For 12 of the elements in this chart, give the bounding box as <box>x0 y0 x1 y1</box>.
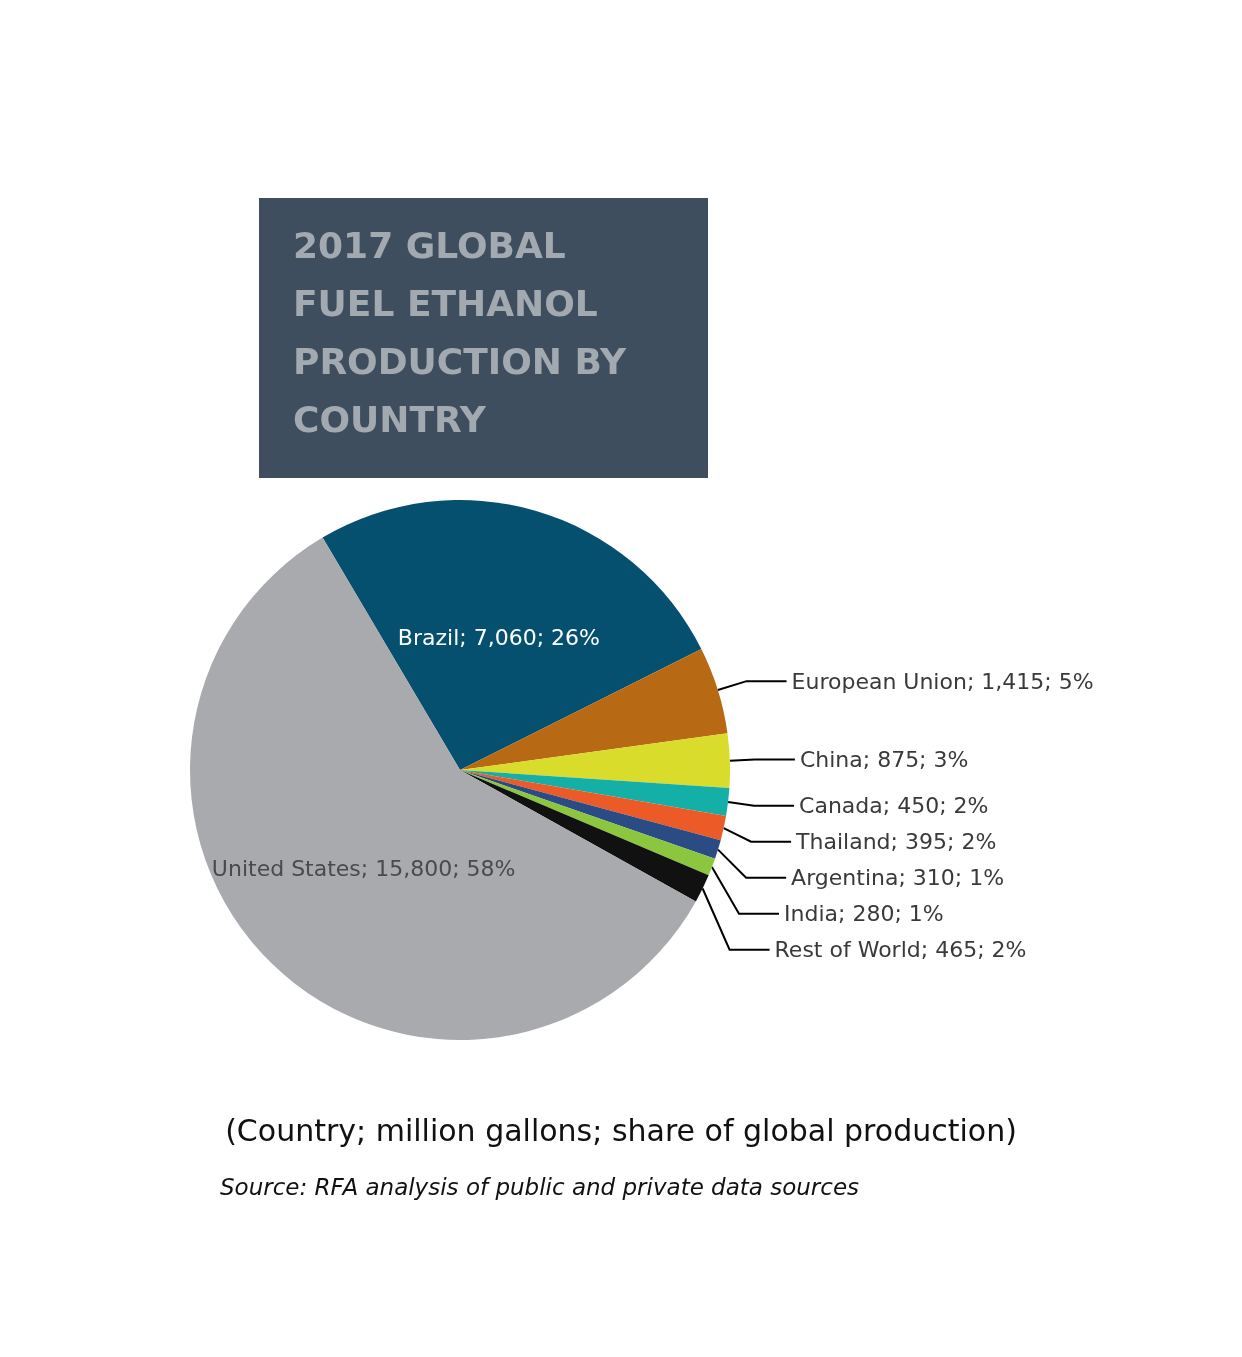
source-note: Source: RFA analysis of public and private data sources <box>220 1173 860 1200</box>
slice-label: Thailand; 395; 2% <box>795 829 997 855</box>
slice-label: Argentina; 310; 1% <box>791 865 1005 891</box>
slice-label: India; 280; 1% <box>784 901 944 927</box>
slice-label: Rest of World; 465; 2% <box>774 937 1027 963</box>
slice-label: European Union; 1,415; 5% <box>791 668 1094 694</box>
slice-label: China; 875; 3% <box>799 747 969 773</box>
text: (Country; million gallons; share of global production) <box>225 1112 1017 1148</box>
slice-label: Canada; 450; 2% <box>799 793 989 819</box>
slice-label: Brazil; 7,060; 26% <box>397 625 600 651</box>
slice-label: United States; 15,800; 58% <box>211 856 516 882</box>
chart-title: 2017 GLOBAL FUEL ETHANOL PRODUCTION BY COUNTRY <box>293 224 639 440</box>
